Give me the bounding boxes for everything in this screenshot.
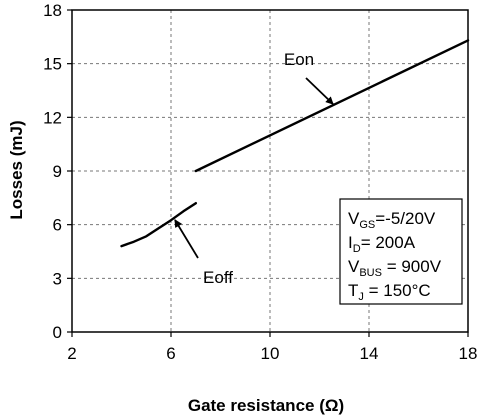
condition-vgs: VGS=-5/20V <box>348 209 436 231</box>
condition-id: ID= 200A <box>348 233 416 255</box>
x-tick-label: 14 <box>360 344 379 363</box>
annotation-eon-label: Eon <box>284 50 314 69</box>
annotation-layer: Eon Eoff <box>174 50 334 287</box>
annotation-eoff-arrow <box>174 219 199 259</box>
condition-tj: TJ = 150°C <box>348 281 431 303</box>
y-axis-title: Losses (mJ) <box>7 120 26 219</box>
series-line-eon <box>194 39 470 173</box>
y-tick-label: 0 <box>53 323 62 342</box>
y-tick-label: 18 <box>43 1 62 20</box>
conditions-box: VGS=-5/20V ID= 200A VBUS = 900V TJ = 150… <box>339 198 463 305</box>
x-tick-label: 18 <box>459 344 478 363</box>
y-axis-ticks: 0 3 6 9 12 15 18 <box>43 1 72 342</box>
y-tick-label: 3 <box>53 269 62 288</box>
x-tick-label: 6 <box>166 344 175 363</box>
conditions-box-frame <box>339 198 463 305</box>
annotation-eon-arrow <box>305 77 334 105</box>
x-tick-label: 2 <box>67 344 76 363</box>
y-tick-label: 9 <box>53 162 62 181</box>
y-tick-label: 15 <box>43 55 62 74</box>
condition-vbus: VBUS = 900V <box>348 257 442 279</box>
y-tick-label: 6 <box>53 216 62 235</box>
x-axis-title: Gate resistance (Ω) <box>188 396 344 415</box>
y-tick-label: 12 <box>43 108 62 127</box>
x-tick-label: 10 <box>261 344 280 363</box>
series-layer <box>120 39 470 248</box>
series-line-eoff <box>120 201 198 248</box>
x-axis-ticks: 2 6 10 14 18 <box>67 332 477 363</box>
annotation-eoff-label: Eoff <box>203 268 233 287</box>
